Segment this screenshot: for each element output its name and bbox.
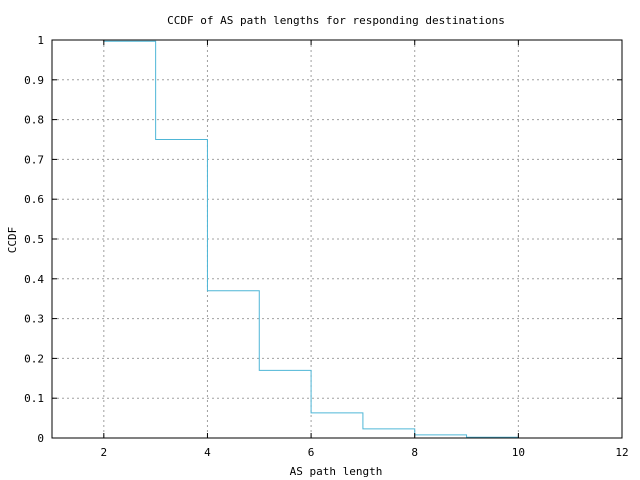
axis-ticks: [52, 39, 623, 439]
x-tick-label: 6: [308, 446, 315, 459]
x-axis-label: AS path length: [290, 465, 383, 478]
x-tick-label: 8: [411, 446, 418, 459]
y-tick-label: 0.4: [24, 273, 44, 286]
y-tick-label: 0.8: [24, 114, 44, 127]
y-tick-label: 0.5: [24, 233, 44, 246]
y-tick-label: 0.1: [24, 392, 44, 405]
y-tick-label: 1: [37, 34, 44, 47]
y-tick-label: 0.9: [24, 74, 44, 87]
series-layer: [103, 40, 519, 438]
grid-lines: [52, 40, 622, 438]
x-tick-label: 4: [204, 446, 211, 459]
y-tick-label: 0.6: [24, 193, 44, 206]
x-tick-label: 10: [512, 446, 525, 459]
x-tick-label: 2: [101, 446, 108, 459]
chart-title: CCDF of AS path lengths for responding d…: [167, 14, 505, 27]
y-tick-label: 0.2: [24, 352, 44, 365]
y-tick-label: 0.7: [24, 153, 44, 166]
series-line-0: [103, 40, 519, 438]
x-tick-label: 12: [615, 446, 628, 459]
y-tick-label: 0.3: [24, 313, 44, 326]
y-tick-label: 0: [37, 432, 44, 445]
y-axis-label: CCDF: [6, 227, 19, 254]
